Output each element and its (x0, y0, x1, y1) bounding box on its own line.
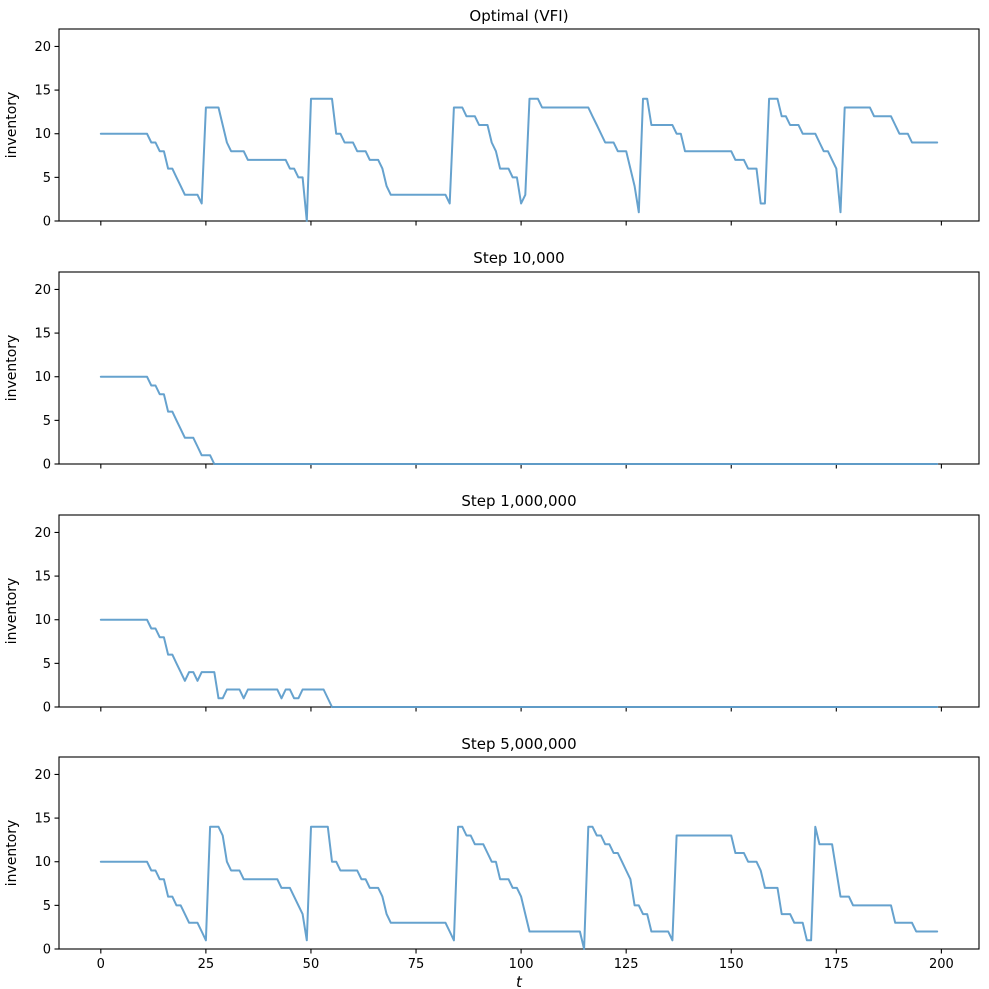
y-tick-label: 5 (43, 657, 51, 672)
x-tick-label: 125 (614, 957, 639, 972)
plot-area: 0 5 10 15 20 (34, 40, 942, 230)
x-tick-label: 200 (929, 957, 954, 972)
y-tick-label: 15 (34, 84, 51, 99)
y-axis-label: inventory (4, 578, 20, 645)
y-tick-label: 10 (34, 370, 51, 385)
y-tick-label: 10 (34, 127, 51, 142)
subplot-title: Optimal (VFI) (469, 7, 568, 25)
axes-frame (58, 271, 980, 465)
y-axis-label: inventory (4, 92, 20, 159)
subplot-step-5000000: Step 5,000,000 inventory 0 5 10 15 20 0 25 50 75… (0, 729, 989, 989)
subplot-canvas-step-10000: Step 10,000 inventory 0 5 10 15 20 (4, 249, 980, 473)
y-tick-label: 15 (34, 570, 51, 585)
subplot-title: Step 5,000,000 (461, 735, 576, 753)
subplot-step-10000: Step 10,000 inventory 0 5 10 15 20 (0, 243, 989, 486)
y-tick-label: 20 (34, 283, 51, 298)
axes-frame (58, 28, 980, 222)
y-tick-label: 15 (34, 327, 51, 342)
y-tick-label: 15 (34, 812, 51, 827)
plot-area: 0 5 10 15 20 (34, 526, 942, 716)
x-tick-label: 25 (198, 957, 215, 972)
x-tick-label: 100 (509, 957, 534, 972)
y-tick-label: 0 (43, 215, 51, 230)
y-tick-label: 0 (43, 701, 51, 716)
axes-frame (58, 756, 980, 950)
subplot-step-1000000: Step 1,000,000 inventory 0 5 10 15 20 (0, 486, 989, 729)
subplot-canvas-optimal-vfi: Optimal (VFI) inventory 0 5 10 15 20 (4, 7, 980, 230)
inventory-series-line (99, 375, 939, 465)
y-tick-label: 5 (43, 899, 51, 914)
y-tick-label: 0 (43, 943, 51, 958)
y-tick-label: 20 (34, 768, 51, 783)
inventory-series-line (99, 97, 939, 222)
y-tick-label: 20 (34, 526, 51, 541)
y-tick-label: 5 (43, 414, 51, 429)
subplot-title: Step 1,000,000 (461, 492, 576, 510)
inventory-series-line (99, 618, 939, 708)
x-tick-label: 175 (824, 957, 849, 972)
y-tick-label: 0 (43, 458, 51, 473)
y-tick-label: 10 (34, 613, 51, 628)
x-tick-label: 75 (408, 957, 425, 972)
y-tick-label: 10 (34, 855, 51, 870)
x-tick-label: 0 (97, 957, 105, 972)
subplot-optimal-vfi: Optimal (VFI) inventory 0 5 10 15 20 (0, 0, 989, 243)
y-axis-label: inventory (4, 820, 20, 887)
x-axis-label: t (516, 973, 523, 989)
y-axis-label: inventory (4, 335, 20, 402)
y-tick-label: 20 (34, 40, 51, 55)
x-tick-label: 50 (303, 957, 320, 972)
subplot-canvas-step-1000000: Step 1,000,000 inventory 0 5 10 15 20 (4, 492, 980, 716)
y-tick-label: 5 (43, 171, 51, 186)
x-tick-label: 150 (719, 957, 744, 972)
plot-area: 0 5 10 15 20 (34, 283, 942, 473)
inventory-series-line (99, 825, 939, 950)
subplot-title: Step 10,000 (473, 249, 564, 267)
